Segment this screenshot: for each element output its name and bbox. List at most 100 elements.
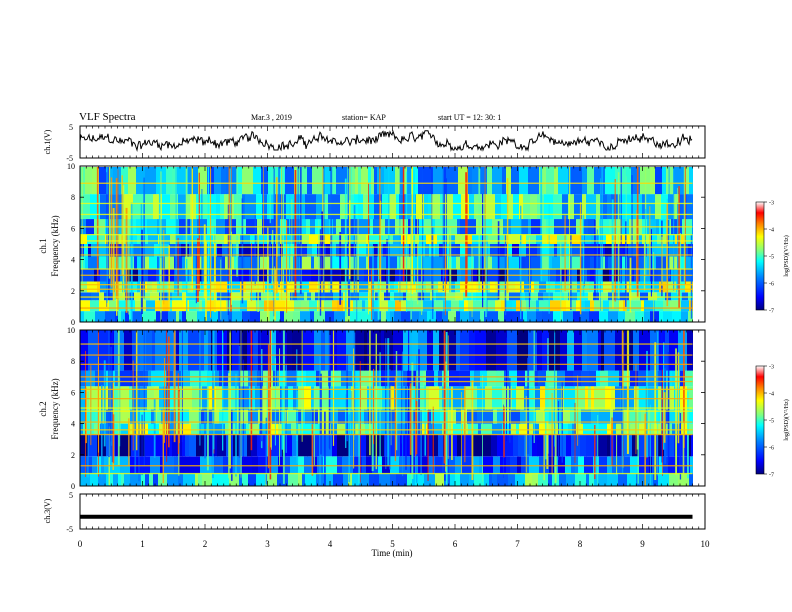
spectrogram-cell xyxy=(404,423,416,435)
spectrogram-cell xyxy=(629,281,641,293)
spectrogram-burst xyxy=(274,358,276,446)
spectrogram-cell xyxy=(306,370,317,387)
spectrogram-cell xyxy=(465,234,473,244)
spectrogram-burst xyxy=(158,175,161,285)
spectrogram-burst xyxy=(347,167,349,289)
spectrogram-cell xyxy=(669,330,675,371)
spectrogram-cell xyxy=(622,370,627,387)
spectrogram-cell xyxy=(144,292,151,301)
spectrogram-cell xyxy=(90,194,101,220)
spectrogram-cell xyxy=(603,281,614,293)
spectrogram-cell xyxy=(504,409,512,424)
spectrogram-cell xyxy=(565,370,574,387)
spectrogram-burst xyxy=(377,236,380,320)
spectrogram-cell xyxy=(537,434,547,457)
spectrogram-cell xyxy=(136,167,146,195)
spectrogram-tone-line xyxy=(80,410,693,412)
spectrogram-cell xyxy=(148,370,152,387)
spectrogram-cell xyxy=(265,281,274,293)
spectrogram-cell xyxy=(449,244,457,257)
spectrogram-cell xyxy=(375,292,380,301)
spectrogram-cell xyxy=(493,456,501,474)
spectrogram-burst xyxy=(560,241,562,321)
spectrogram-cell xyxy=(172,292,183,301)
spectrogram-cell xyxy=(528,330,538,371)
y-tick-label: 10 xyxy=(67,326,75,335)
spectrogram-burst xyxy=(444,244,446,316)
spectrogram-cell xyxy=(119,434,128,457)
spectrogram-cell xyxy=(630,370,639,387)
spectrogram-burst xyxy=(128,210,130,315)
ch1-waveform-panel: 5 -5 ch.1(V) xyxy=(43,123,706,163)
spectrogram-cell xyxy=(460,311,470,322)
spectrogram-cell xyxy=(301,409,306,424)
spectrogram-cell xyxy=(290,456,299,474)
spectrogram-cell xyxy=(399,194,406,220)
spectrogram-tone-line xyxy=(80,288,693,290)
spectrogram-cell xyxy=(549,423,559,435)
spectrogram-cell xyxy=(504,311,514,322)
spectrogram-burst xyxy=(616,425,618,475)
spectrogram-cell xyxy=(159,292,168,301)
spectrogram-cell xyxy=(196,434,203,457)
spectrogram-cell xyxy=(688,434,692,457)
spectrogram-cell xyxy=(445,244,450,257)
spectrogram-cell xyxy=(111,409,120,424)
spectrogram-burst xyxy=(643,234,646,291)
start-time-label: start UT = 12: 30: 1 xyxy=(438,113,502,122)
spectrogram-cell xyxy=(154,386,160,410)
spectrogram-cell xyxy=(599,423,608,435)
spectrogram-cell xyxy=(311,386,315,410)
spectrogram-cell xyxy=(121,423,129,435)
spectrogram-cell xyxy=(325,330,331,371)
spectrogram-cell xyxy=(167,370,174,387)
spectrogram-cell xyxy=(474,370,481,387)
spectrogram-cell xyxy=(619,300,624,312)
spectrogram-cell xyxy=(476,281,488,293)
spectrogram-cell xyxy=(557,234,568,244)
spectrogram-cell xyxy=(214,434,218,457)
spectrogram-cell xyxy=(536,409,545,424)
spectrogram-cell xyxy=(449,234,456,244)
spectrogram-cell xyxy=(562,194,569,220)
spectrogram-cell xyxy=(360,370,370,387)
spectrogram-burst xyxy=(330,167,333,296)
spectrogram-cell xyxy=(458,167,469,195)
spectrogram-cell xyxy=(80,423,84,435)
spectrogram-cell xyxy=(512,244,520,257)
spectrogram-cell xyxy=(352,167,356,195)
spectrogram-cell xyxy=(369,194,375,220)
spectrogram-cell xyxy=(516,300,523,312)
spectrogram-cell xyxy=(506,456,511,474)
spectrogram-cell xyxy=(83,423,95,435)
spectrogram-cell xyxy=(679,456,691,474)
spectrogram-cell xyxy=(526,456,530,474)
spectrogram-cell xyxy=(99,167,107,195)
y-tick-label: 8 xyxy=(71,193,75,202)
spectrogram-burst xyxy=(420,410,422,476)
spectrogram-burst xyxy=(545,381,548,460)
spectrogram-cell xyxy=(240,300,248,312)
spectrogram-cell xyxy=(374,194,383,220)
spectrogram-cell xyxy=(230,234,241,244)
y-tick-label: 4 xyxy=(71,256,75,265)
spectrogram-cell xyxy=(657,292,666,301)
spectrogram-cell xyxy=(525,370,535,387)
spectrogram-cell xyxy=(311,423,321,435)
spectrogram-burst xyxy=(683,167,686,282)
spectrogram-burst xyxy=(368,242,369,315)
spectrogram-burst xyxy=(207,167,210,299)
spectrogram-cell xyxy=(487,311,499,322)
spectrogram-tone-line xyxy=(80,240,693,242)
spectrogram-cell xyxy=(80,473,91,486)
spectrogram-burst xyxy=(320,373,322,455)
spectrogram-cell xyxy=(312,409,319,424)
spectrogram-cell xyxy=(237,409,249,424)
spectrogram-cell xyxy=(97,456,102,474)
spectrogram-cell xyxy=(589,473,595,486)
spectrogram-cell xyxy=(427,311,431,322)
spectrogram-cell xyxy=(649,423,657,435)
spectrogram-cell xyxy=(523,311,528,322)
spectrogram-cell xyxy=(570,409,574,424)
spectrogram-cell xyxy=(222,244,234,257)
